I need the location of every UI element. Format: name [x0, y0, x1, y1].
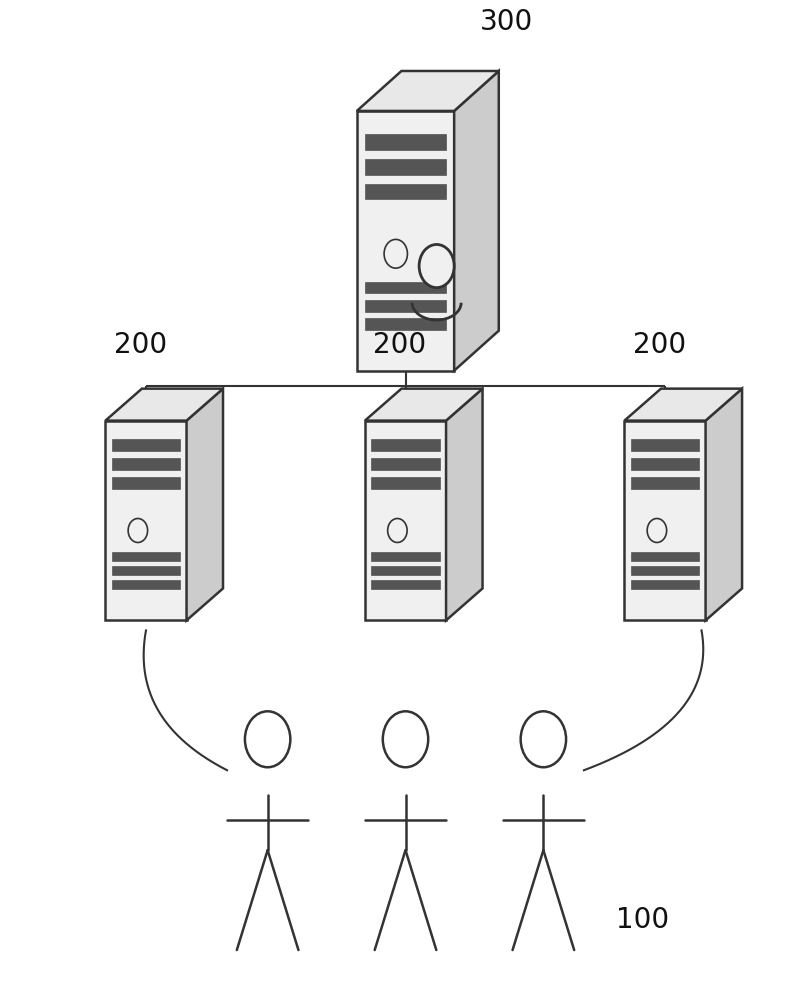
Circle shape — [383, 711, 428, 767]
Circle shape — [419, 244, 454, 288]
Polygon shape — [371, 477, 440, 489]
Polygon shape — [112, 458, 180, 470]
Text: 200: 200 — [114, 331, 167, 359]
Polygon shape — [371, 566, 440, 575]
Polygon shape — [371, 580, 440, 589]
Polygon shape — [365, 300, 446, 312]
Polygon shape — [112, 566, 180, 575]
Polygon shape — [105, 421, 187, 620]
Polygon shape — [454, 71, 499, 371]
Polygon shape — [446, 389, 483, 620]
Circle shape — [384, 239, 407, 268]
Polygon shape — [365, 282, 446, 293]
Polygon shape — [631, 439, 699, 451]
Polygon shape — [371, 552, 440, 561]
Polygon shape — [365, 318, 446, 330]
Polygon shape — [112, 580, 180, 589]
Circle shape — [388, 519, 407, 542]
Polygon shape — [631, 552, 699, 561]
Polygon shape — [365, 134, 446, 150]
Polygon shape — [371, 439, 440, 451]
Text: 200: 200 — [373, 331, 427, 359]
Polygon shape — [631, 566, 699, 575]
Polygon shape — [624, 421, 706, 620]
Polygon shape — [112, 552, 180, 561]
Polygon shape — [631, 580, 699, 589]
Polygon shape — [365, 184, 446, 199]
Polygon shape — [706, 389, 742, 620]
Polygon shape — [187, 389, 223, 620]
Circle shape — [245, 711, 290, 767]
Polygon shape — [365, 421, 446, 620]
Polygon shape — [357, 71, 499, 111]
Polygon shape — [365, 389, 483, 421]
Polygon shape — [357, 111, 454, 371]
Circle shape — [128, 519, 148, 542]
Polygon shape — [365, 159, 446, 175]
Polygon shape — [105, 389, 223, 421]
Polygon shape — [112, 477, 180, 489]
Polygon shape — [631, 477, 699, 489]
Text: 300: 300 — [480, 8, 534, 36]
Polygon shape — [371, 458, 440, 470]
Polygon shape — [112, 439, 180, 451]
Polygon shape — [624, 389, 742, 421]
Text: 200: 200 — [633, 331, 686, 359]
Circle shape — [521, 711, 566, 767]
Text: 100: 100 — [616, 906, 670, 934]
Circle shape — [647, 519, 667, 542]
Polygon shape — [631, 458, 699, 470]
